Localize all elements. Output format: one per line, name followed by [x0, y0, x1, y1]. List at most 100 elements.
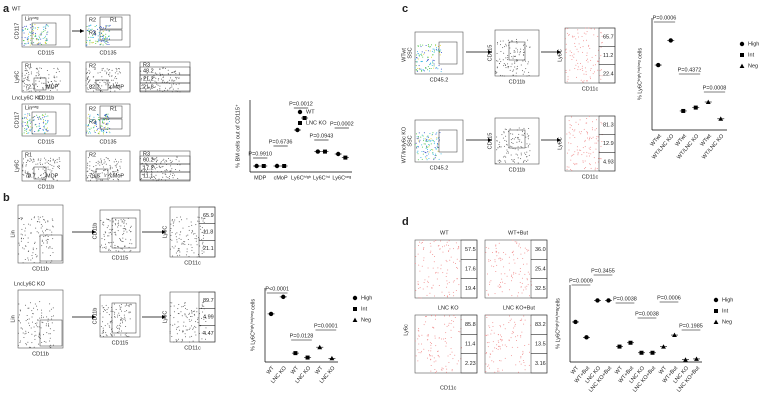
flow-dot: [425, 67, 426, 68]
flow-dot: [589, 48, 590, 49]
flow-dot: [120, 335, 121, 336]
flow-dot: [171, 168, 172, 169]
flow-dot: [447, 326, 448, 327]
flow-dot: [49, 169, 50, 170]
flow-dot: [430, 371, 431, 372]
flow-dot: [95, 43, 96, 44]
flow-dot: [176, 232, 177, 233]
flow-dot: [570, 133, 571, 134]
flow-dot: [428, 267, 429, 268]
flow-dot: [22, 80, 23, 81]
flow-dot: [182, 339, 183, 340]
flow-dot: [112, 311, 113, 312]
flow-dot: [170, 302, 171, 303]
flow-dot: [590, 70, 591, 71]
flow-dot: [442, 368, 443, 369]
flow-dot: [433, 159, 434, 160]
flow-dot: [431, 138, 432, 139]
flow-dot: [591, 28, 592, 29]
flow-dot: [595, 169, 596, 170]
flow-dot: [189, 313, 190, 314]
flow-dot: [520, 335, 521, 336]
flow-dot: [36, 72, 37, 73]
flow-dot: [427, 286, 428, 287]
flow-dot: [503, 252, 504, 253]
flow-dot: [44, 37, 45, 38]
flow-dot: [119, 68, 120, 69]
flow-dot: [519, 361, 520, 362]
flow-dot: [183, 331, 184, 332]
flow-dot: [22, 75, 23, 76]
flow-dot: [24, 117, 25, 118]
flow-dot: [503, 41, 504, 42]
flow-dot: [433, 152, 434, 153]
flow-dot: [154, 159, 155, 160]
flow-dot: [90, 132, 91, 133]
flow-dot: [164, 82, 165, 83]
flow-dot: [512, 134, 513, 135]
flow-dot: [502, 291, 503, 292]
flow-dot: [431, 57, 432, 58]
flow-dot: [506, 346, 507, 347]
flow-dot: [188, 314, 189, 315]
flow-dot: [434, 261, 435, 262]
flow-dot: [118, 180, 119, 181]
flow-dot: [167, 177, 168, 178]
flow-dot: [31, 42, 32, 43]
flow-dot: [54, 161, 55, 162]
gate-label: R1: [25, 152, 32, 158]
flow-dot: [107, 309, 108, 310]
flow-dot: [427, 60, 428, 61]
flow-dot: [122, 238, 123, 239]
flow-dot: [191, 325, 192, 326]
flow-dot: [434, 256, 435, 257]
flow-dot: [510, 53, 511, 54]
flow-dot: [89, 161, 90, 162]
flow-dot: [432, 254, 433, 255]
flow-dot: [495, 271, 496, 272]
flow-dot: [25, 228, 26, 229]
flow-dot: [201, 338, 202, 339]
flow-dot: [522, 351, 523, 352]
flow-dot: [509, 340, 510, 341]
flow-dot: [32, 258, 33, 259]
flow-dot: [87, 77, 88, 78]
flow-dot: [23, 262, 24, 263]
flow-dot: [86, 124, 87, 125]
flow-dot: [31, 310, 32, 311]
flow-dot: [505, 64, 506, 65]
flow-dot: [202, 242, 203, 243]
flow-dot: [41, 245, 42, 246]
flow-dot: [48, 247, 49, 248]
flow-y-label: Ly6C: [14, 160, 20, 173]
flow-dot: [167, 90, 168, 91]
flow-dot: [22, 164, 23, 165]
flow-dot: [87, 165, 88, 166]
flow-dot: [122, 221, 123, 222]
flow-dot: [40, 34, 41, 35]
flow-dot: [42, 164, 43, 165]
flow-dot: [601, 47, 602, 48]
flow-dot: [55, 160, 56, 161]
flow-dot: [179, 164, 180, 165]
flow-dot: [595, 162, 596, 163]
flow-dot: [436, 132, 437, 133]
flow-dot: [88, 28, 89, 29]
flow-dot: [501, 146, 502, 147]
flow-dot: [458, 284, 459, 285]
flow-dot: [109, 229, 110, 230]
flow-dot: [191, 222, 192, 223]
flow-dot: [24, 132, 25, 133]
flow-dot: [125, 319, 126, 320]
flow-dot: [502, 370, 503, 371]
flow-dot: [418, 146, 419, 147]
flow-dot: [588, 28, 589, 29]
flow-dot: [500, 326, 501, 327]
flow-dot: [38, 130, 39, 131]
flow-dot: [453, 292, 454, 293]
flow-dot: [47, 121, 48, 122]
flow-dot: [420, 54, 421, 55]
flow-dot: [513, 272, 514, 273]
flow-dot: [524, 160, 525, 161]
flow-dot: [181, 244, 182, 245]
